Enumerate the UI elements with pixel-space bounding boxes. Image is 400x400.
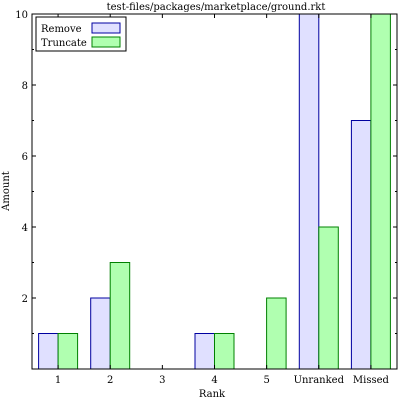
x-tick-label-4: 4 <box>211 375 217 386</box>
x-tick-label-5: 5 <box>263 375 269 386</box>
x-tick-label-3: 3 <box>159 375 165 386</box>
bar-remove-4 <box>194 333 215 370</box>
bar-remove-missed <box>350 120 372 370</box>
x-axis-title: Rank <box>199 389 226 400</box>
bar-remove-2 <box>90 297 111 370</box>
legend-label-remove: Remove <box>41 24 82 35</box>
x-tick-label-2: 2 <box>107 375 113 386</box>
x-tick-label-unranked: Unranked <box>294 375 345 386</box>
y-axis-title: Amount <box>1 171 12 212</box>
bar-truncate-unranked <box>318 226 339 370</box>
y-tick-label: 8 <box>22 81 28 92</box>
plot-frame <box>31 13 398 370</box>
bar-remove-unranked <box>298 13 320 370</box>
bars-group <box>38 13 391 370</box>
y-tick-label: 4 <box>22 223 28 234</box>
bar-truncate-4 <box>214 333 235 370</box>
y-tick-label: 2 <box>22 294 28 305</box>
legend-swatch-remove <box>91 22 121 34</box>
legend-label-truncate: Truncate <box>41 38 87 49</box>
bar-truncate-2 <box>109 262 131 370</box>
bar-truncate-missed <box>370 13 391 370</box>
legend-swatch-truncate <box>91 36 121 48</box>
bar-truncate-5 <box>266 297 287 370</box>
y-tick-label: 6 <box>22 152 28 163</box>
legend: Remove Truncate <box>35 16 127 52</box>
y-tick-label: 10 <box>15 10 28 21</box>
bar-truncate-1 <box>57 333 79 370</box>
x-tick-label-missed: Missed <box>353 375 390 386</box>
chart-title: test-files/packages/marketplace/ground.r… <box>107 2 326 13</box>
x-tick-label-1: 1 <box>55 375 61 386</box>
bar-remove-1 <box>38 333 59 370</box>
